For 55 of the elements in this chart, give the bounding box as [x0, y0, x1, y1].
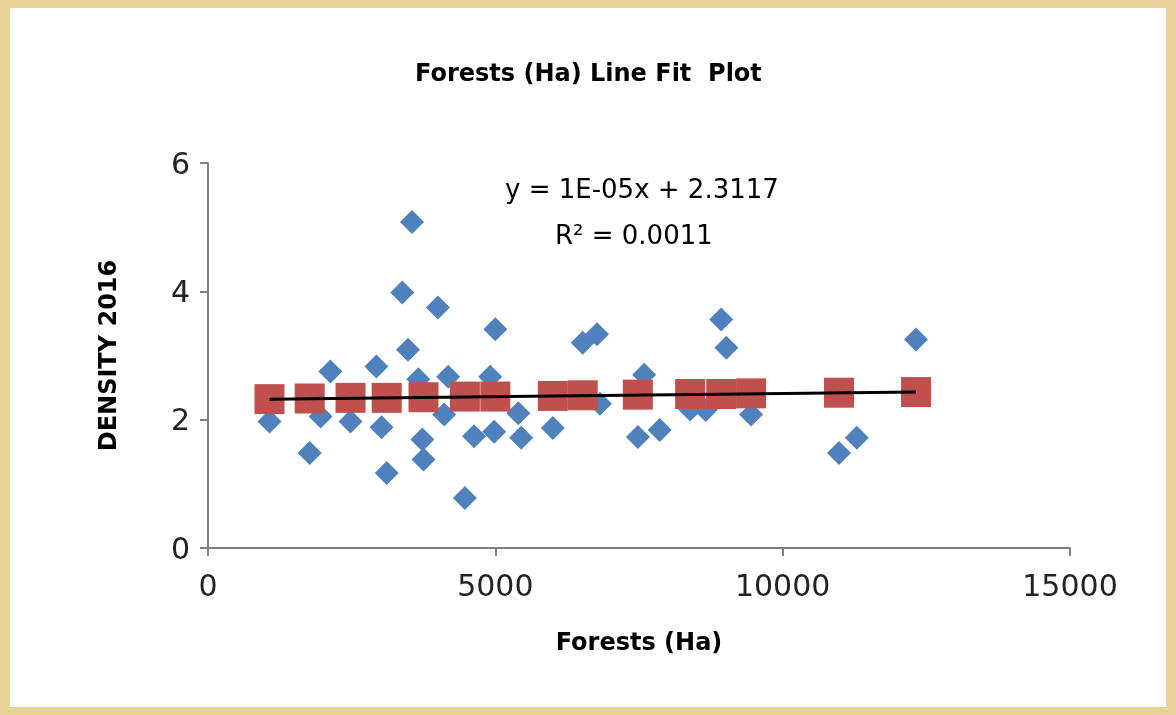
point — [585, 322, 610, 347]
point — [411, 447, 436, 472]
point — [452, 485, 477, 510]
x-tick-label: 0 — [198, 567, 218, 603]
point — [410, 427, 435, 452]
point — [509, 425, 534, 450]
point — [625, 424, 650, 449]
annotation: y = 1E-05x + 2.3117 — [505, 174, 779, 204]
point — [647, 417, 672, 442]
point — [369, 415, 394, 440]
point — [318, 359, 343, 384]
point — [570, 330, 595, 355]
y-tick-label: 6 — [170, 145, 190, 181]
point — [537, 380, 568, 411]
point — [480, 381, 511, 412]
point — [567, 380, 598, 411]
point — [823, 377, 854, 408]
point — [482, 419, 507, 444]
point — [714, 335, 739, 360]
point — [294, 383, 325, 414]
point — [826, 441, 851, 466]
point — [462, 424, 487, 449]
x-tick-label: 10000 — [734, 567, 831, 603]
point — [408, 382, 439, 413]
y-tick-label: 0 — [170, 530, 190, 566]
x-tick-label: 5000 — [457, 567, 534, 603]
chart-title: Forests (Ha) Line Fit Plot — [415, 59, 762, 87]
point — [706, 379, 737, 409]
point — [374, 460, 399, 485]
y-tick-label: 2 — [170, 402, 190, 438]
point — [432, 402, 457, 427]
point — [395, 337, 420, 362]
annotation: R² = 0.0011 — [555, 220, 713, 250]
point — [900, 377, 931, 408]
point — [254, 384, 285, 415]
point — [483, 317, 508, 342]
x-tick-label: 15000 — [1022, 567, 1118, 603]
point — [844, 425, 869, 450]
point — [675, 379, 706, 409]
point — [903, 327, 928, 352]
y-tick-label: 4 — [170, 273, 190, 309]
point — [335, 382, 366, 413]
point — [506, 401, 531, 426]
point — [371, 382, 402, 413]
point — [436, 364, 461, 389]
point — [709, 307, 734, 332]
point — [449, 381, 480, 412]
y-axis-title: DENSITY 2016 — [94, 259, 122, 452]
point — [364, 354, 389, 379]
point — [425, 295, 450, 320]
point — [400, 210, 425, 235]
x-axis-title: Forests (Ha) — [555, 628, 723, 656]
point — [540, 416, 565, 441]
point — [297, 441, 322, 466]
point — [390, 280, 415, 305]
